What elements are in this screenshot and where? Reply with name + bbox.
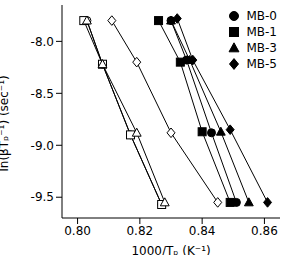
svg-text:0.86: 0.86 (251, 224, 275, 238)
svg-text:ln(βTₚ⁻¹) (sec⁻¹): ln(βTₚ⁻¹) (sec⁻¹) (8, 75, 11, 171)
svg-text:-8.0: -8.0 (31, 35, 54, 49)
svg-text:-9.0: -9.0 (31, 139, 54, 153)
svg-text:-8.5: -8.5 (31, 87, 54, 101)
html-text:MB-1: MB-1 (246, 25, 277, 39)
html-text:MB-3: MB-3 (246, 41, 277, 55)
svg-text:0.84: 0.84 (189, 224, 216, 238)
html-text:MB-5: MB-5 (246, 57, 277, 71)
svg-text:1000/Tₚ (K⁻¹): 1000/Tₚ (K⁻¹) (131, 244, 210, 255)
svg-text:-9.5: -9.5 (31, 190, 54, 204)
svg-text:0.80: 0.80 (64, 224, 91, 238)
html-text:MB-0: MB-0 (246, 9, 277, 23)
svg-text:0.82: 0.82 (126, 224, 153, 238)
